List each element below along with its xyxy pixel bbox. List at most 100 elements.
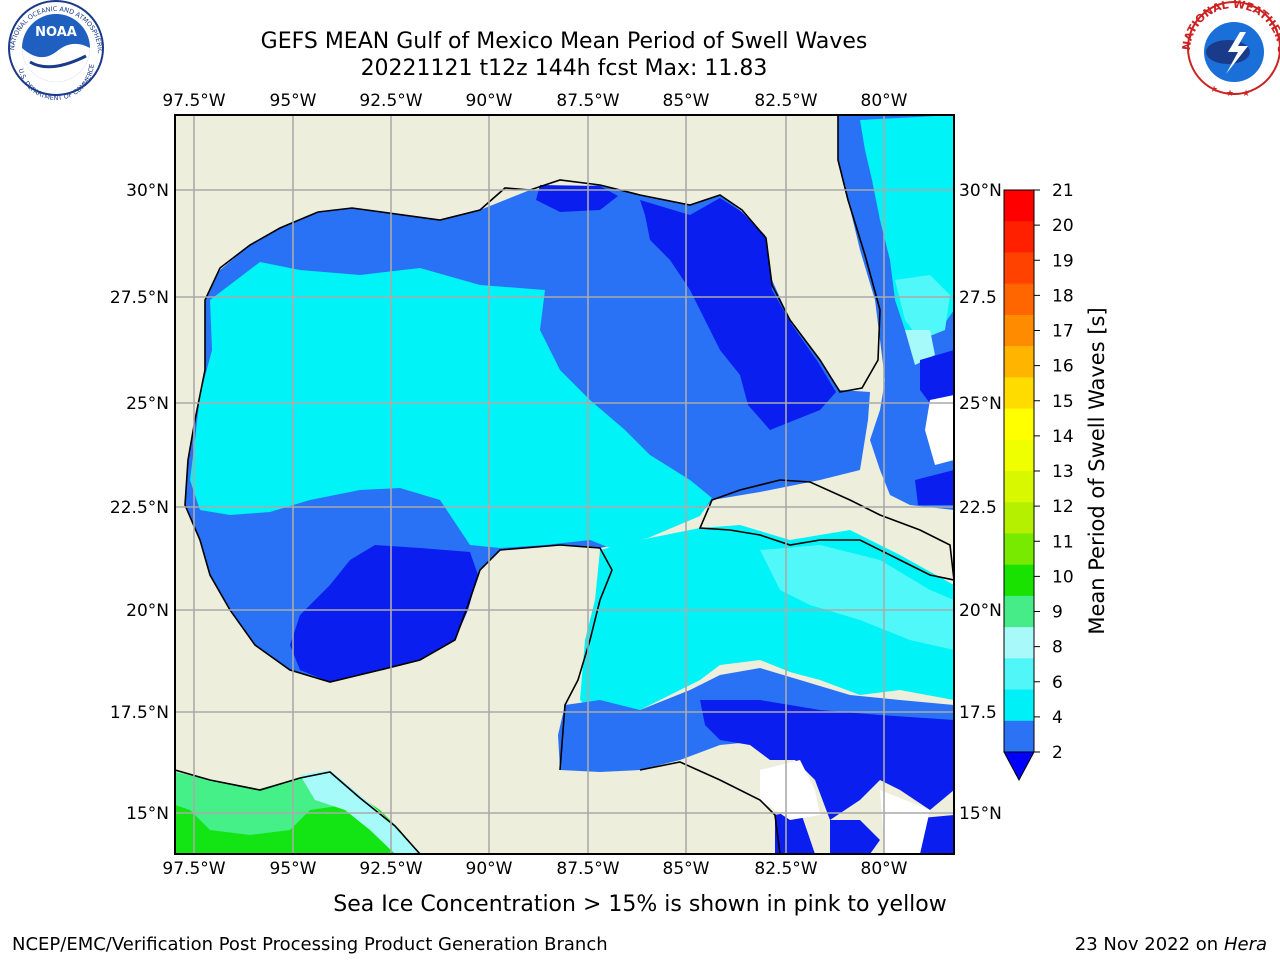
colorbar-swatch bbox=[1004, 502, 1034, 534]
gulf-water-lt2-north bbox=[536, 185, 618, 212]
colorbar-tick-label: 13 bbox=[1052, 462, 1074, 482]
colorbar-tick-label: 17 bbox=[1052, 322, 1074, 342]
lat-label: 15°N bbox=[959, 804, 1002, 824]
caribbean-water-6-8 bbox=[760, 545, 954, 650]
colorbar-swatch bbox=[1004, 283, 1034, 316]
map-panel bbox=[175, 115, 954, 854]
colorbar-extend-arrow bbox=[1003, 751, 1035, 782]
colorbar-swatch bbox=[1004, 595, 1034, 628]
gulf-water-4-6 bbox=[190, 262, 712, 548]
lon-label: 82.5°W bbox=[754, 859, 817, 879]
caribbean-water-lt2 bbox=[700, 700, 954, 820]
colorbar-swatch bbox=[1004, 252, 1034, 285]
colorbar-tick-label: 11 bbox=[1052, 532, 1074, 552]
colorbar-tick-label: 16 bbox=[1052, 357, 1074, 377]
no-data-patches bbox=[760, 760, 930, 854]
colorbar-swatch bbox=[1004, 533, 1034, 566]
colorbar-swatch bbox=[1004, 564, 1034, 597]
lon-label: 80°W bbox=[861, 91, 908, 111]
date-machine: Hera bbox=[1224, 934, 1267, 955]
colorbar-tick-label: 12 bbox=[1052, 497, 1074, 517]
noaa-logo: NATIONAL OCEANIC AND ATMOSPHERIC ADMINIS… bbox=[0, 0, 104, 102]
colorbar-swatch bbox=[1004, 689, 1034, 722]
gulf-water-lt2-east bbox=[640, 198, 836, 430]
atlantic-no-data bbox=[925, 395, 954, 465]
colorbar-swatch bbox=[1004, 439, 1034, 472]
lon-label: 82.5°W bbox=[754, 91, 817, 111]
colorbar-tick-label: 18 bbox=[1052, 286, 1074, 306]
colorbar-swatch bbox=[1004, 720, 1034, 753]
lat-label: 20°N bbox=[959, 601, 1002, 621]
colorbar-swatch bbox=[1004, 314, 1034, 347]
lat-label: 17.5°N bbox=[110, 703, 169, 723]
atlantic-water-6-8 bbox=[895, 275, 950, 340]
colorbar-tick-label: 19 bbox=[1052, 251, 1074, 271]
lon-label: 95°W bbox=[270, 859, 317, 879]
lat-label: 25°N bbox=[959, 394, 1002, 414]
svg-text:★: ★ bbox=[1242, 89, 1250, 99]
map-frame bbox=[174, 114, 955, 855]
noaa-logo-text: NOAA bbox=[35, 25, 77, 40]
lon-labels-top: 97.5°W 95°W 92.5°W 90°W 87.5°W 85°W 82.5… bbox=[162, 91, 907, 111]
lon-label: 87.5°W bbox=[556, 859, 619, 879]
colorbar-swatch bbox=[1004, 221, 1034, 253]
colorbar-tick-label: 9 bbox=[1052, 603, 1063, 623]
lat-label: 30°N bbox=[959, 181, 1002, 201]
lon-label: 92.5°W bbox=[359, 859, 422, 879]
lon-label: 97.5°W bbox=[162, 859, 225, 879]
gridlines bbox=[175, 115, 954, 854]
coastlines bbox=[175, 115, 954, 854]
lon-labels-bottom: 97.5°W 95°W 92.5°W 90°W 87.5°W 85°W 82.5… bbox=[162, 859, 907, 879]
colorbar-swatch bbox=[1004, 190, 1034, 222]
colorbar-tick-label: 2 bbox=[1052, 743, 1063, 763]
atlantic-water-8-9 bbox=[905, 330, 935, 365]
svg-text:★: ★ bbox=[1226, 89, 1234, 99]
lon-label: 92.5°W bbox=[359, 91, 422, 111]
colorbar-swatch bbox=[1004, 377, 1034, 410]
lat-label: 22.5 bbox=[959, 498, 997, 518]
svg-text:★: ★ bbox=[1210, 85, 1218, 95]
colorbar-swatch bbox=[1004, 658, 1034, 691]
colorbar-swatch bbox=[1004, 346, 1034, 378]
colorbar-tick-label: 10 bbox=[1052, 567, 1074, 587]
lon-label: 85°W bbox=[663, 859, 710, 879]
date-stamp: 23 Nov 2022 on Hera bbox=[1075, 934, 1267, 955]
colorbar-label: Mean Period of Swell Waves [s] bbox=[1085, 307, 1109, 634]
colorbar-swatch bbox=[1004, 471, 1034, 503]
lon-label: 85°W bbox=[663, 91, 710, 111]
colorbar-tick-label: 14 bbox=[1052, 427, 1074, 447]
chart-title: GEFS MEAN Gulf of Mexico Mean Period of … bbox=[261, 29, 868, 54]
lon-label: 87.5°W bbox=[556, 91, 619, 111]
lat-label: 17.5 bbox=[959, 703, 997, 723]
credit-text: NCEP/EMC/Verification Post Processing Pr… bbox=[12, 934, 608, 955]
lon-label: 90°W bbox=[466, 91, 513, 111]
lat-label: 30°N bbox=[126, 181, 169, 201]
lat-labels-right: 30°N 27.5 25°N 22.5 20°N 17.5 15°N bbox=[959, 181, 1002, 824]
caribbean-south-lt2-b bbox=[775, 810, 815, 854]
sea-ice-note: Sea Ice Concentration > 15% is shown in … bbox=[333, 892, 947, 917]
lat-label: 20°N bbox=[126, 601, 169, 621]
colorbar-tick-label: 6 bbox=[1052, 673, 1063, 693]
lat-label: 25°N bbox=[126, 394, 169, 414]
atlantic-lt2 bbox=[915, 350, 954, 505]
colorbar-swatch bbox=[1004, 627, 1034, 659]
colorbar-swatch bbox=[1004, 408, 1034, 441]
lon-label: 90°W bbox=[466, 859, 513, 879]
lat-label: 27.5°N bbox=[110, 288, 169, 308]
lat-label: 22.5°N bbox=[110, 498, 169, 518]
lat-label: 27.5 bbox=[959, 288, 997, 308]
colorbar-tick-label: 21 bbox=[1052, 181, 1074, 201]
chart-subtitle: 20221121 t12z 144h fcst Max: 11.83 bbox=[361, 56, 768, 81]
lat-label: 15°N bbox=[126, 804, 169, 824]
colorbar-tick-label: 15 bbox=[1052, 392, 1074, 412]
colorbar-tick-label: 4 bbox=[1052, 708, 1063, 728]
lat-labels-left: 30°N 27.5°N 25°N 22.5°N 20°N 17.5°N 15°N bbox=[110, 181, 169, 824]
gulf-water-lt2-southwest bbox=[290, 545, 478, 682]
pacific-water-8-9 bbox=[300, 770, 420, 854]
colorbar-tick-label: 8 bbox=[1052, 638, 1063, 658]
colorbar-tick-label: 20 bbox=[1052, 216, 1074, 236]
colorbar: 21 20 19 18 17 16 15 14 13 12 11 10 9 8 6 4 2 bbox=[1003, 181, 1074, 782]
lon-label: 80°W bbox=[861, 859, 908, 879]
pacific-water-9-10 bbox=[175, 772, 350, 835]
lon-label: 97.5°W bbox=[162, 91, 225, 111]
